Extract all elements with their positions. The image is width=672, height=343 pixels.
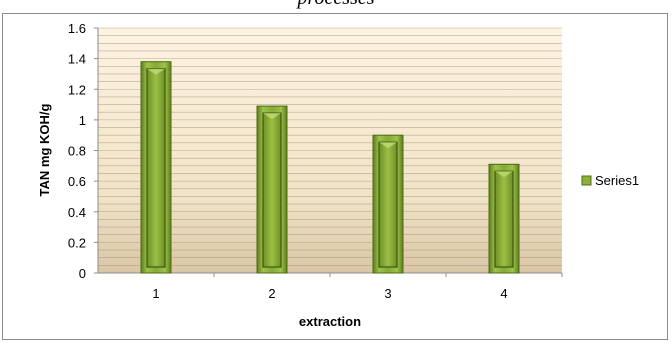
chart-title-fragment: processes: [0, 0, 672, 10]
y-tick-label: 1: [79, 113, 86, 128]
bar-inner-panel: [146, 68, 166, 268]
bar-1: [140, 61, 172, 274]
bar-3: [372, 134, 404, 274]
bar-top-bevel: [263, 113, 281, 120]
bar-2: [256, 105, 288, 274]
y-tick-label: 0.8: [68, 144, 86, 159]
x-tick-label: 3: [384, 286, 391, 301]
y-tick-label: 0.2: [68, 235, 86, 250]
bar-inner-panel: [494, 170, 514, 268]
chart-frame: [2, 13, 668, 340]
legend: Series1: [581, 173, 639, 188]
x-tick-label: 2: [268, 286, 275, 301]
x-axis-title: extraction: [299, 314, 361, 329]
y-tick-label: 0.6: [68, 174, 86, 189]
x-tick-labels: 1 2 3 4: [152, 273, 563, 301]
gridlines: [98, 27, 562, 266]
y-tick-label: 0: [79, 266, 86, 281]
x-tick-label: 1: [152, 286, 159, 301]
bar-inner-panel: [262, 112, 282, 268]
y-tick-label: 1.2: [68, 82, 86, 97]
y-tick-labels: 0 0.2 0.4 0.6 0.8 1 1.2 1.4 1.6: [68, 21, 98, 281]
bars: [140, 61, 520, 274]
y-tick-label: 0.4: [68, 205, 86, 220]
legend-label-series1: Series1: [595, 173, 639, 188]
y-tick-label: 1.6: [68, 21, 86, 36]
bar-top-bevel: [379, 142, 397, 149]
legend-swatch: [581, 175, 592, 186]
bar-4: [488, 163, 520, 274]
bar-top-bevel: [147, 68, 165, 75]
y-axis-title: TAN mg KOH/g: [37, 103, 52, 196]
bar-inner-panel: [378, 141, 398, 268]
bar-top-bevel: [495, 171, 513, 178]
x-tick-label: 4: [500, 286, 507, 301]
y-tick-label: 1.4: [68, 52, 86, 67]
